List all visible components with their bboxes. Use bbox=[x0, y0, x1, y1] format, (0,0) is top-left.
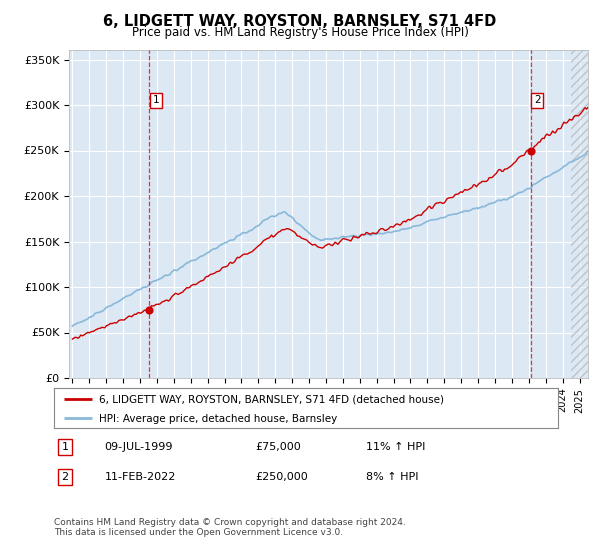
Text: £250,000: £250,000 bbox=[256, 472, 308, 482]
Text: Price paid vs. HM Land Registry's House Price Index (HPI): Price paid vs. HM Land Registry's House … bbox=[131, 26, 469, 39]
Text: £75,000: £75,000 bbox=[256, 442, 301, 452]
Bar bbox=[571, 50, 588, 378]
Text: 6, LIDGETT WAY, ROYSTON, BARNSLEY, S71 4FD: 6, LIDGETT WAY, ROYSTON, BARNSLEY, S71 4… bbox=[103, 14, 497, 29]
Text: 1: 1 bbox=[62, 442, 68, 452]
Text: Contains HM Land Registry data © Crown copyright and database right 2024.
This d: Contains HM Land Registry data © Crown c… bbox=[54, 518, 406, 538]
Text: 6, LIDGETT WAY, ROYSTON, BARNSLEY, S71 4FD (detached house): 6, LIDGETT WAY, ROYSTON, BARNSLEY, S71 4… bbox=[100, 394, 445, 404]
Point bbox=[526, 146, 535, 155]
Text: 8% ↑ HPI: 8% ↑ HPI bbox=[367, 472, 419, 482]
Text: 2: 2 bbox=[534, 95, 541, 105]
Text: 1: 1 bbox=[152, 95, 159, 105]
Text: HPI: Average price, detached house, Barnsley: HPI: Average price, detached house, Barn… bbox=[100, 414, 338, 424]
Point bbox=[144, 305, 154, 314]
Text: 09-JUL-1999: 09-JUL-1999 bbox=[104, 442, 173, 452]
Text: 2: 2 bbox=[62, 472, 68, 482]
Text: 11% ↑ HPI: 11% ↑ HPI bbox=[367, 442, 426, 452]
Text: 11-FEB-2022: 11-FEB-2022 bbox=[104, 472, 176, 482]
